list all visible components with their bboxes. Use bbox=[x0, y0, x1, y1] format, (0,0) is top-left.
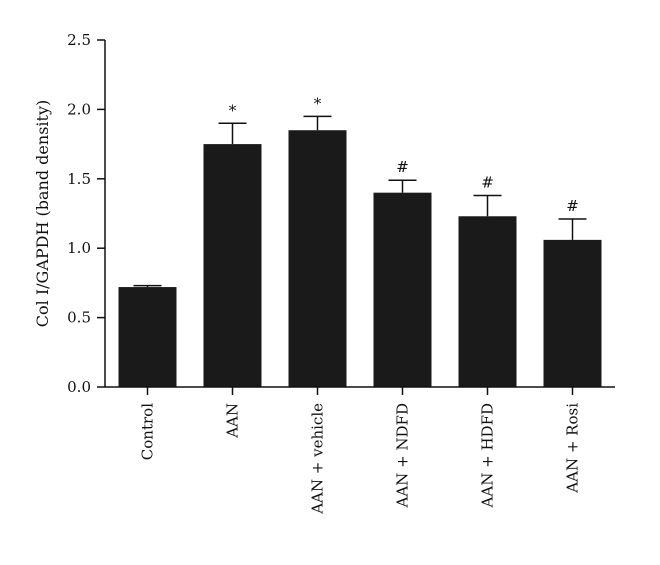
significance-mark: # bbox=[566, 197, 579, 215]
bar bbox=[288, 130, 347, 387]
y-axis-label: Col I/GAPDH (band density) bbox=[33, 100, 52, 327]
bar bbox=[203, 144, 262, 387]
significance-mark: # bbox=[396, 158, 409, 176]
significance-mark: # bbox=[481, 173, 494, 191]
y-tick-label: 0.0 bbox=[67, 378, 91, 396]
bar bbox=[118, 287, 177, 387]
x-tick-label: AAN + NDFD bbox=[394, 403, 412, 508]
bar bbox=[543, 239, 602, 387]
x-tick-label: Control bbox=[139, 403, 157, 460]
x-axis: Control AAN AAN + vehicle AAN + NDFD AAN + H… bbox=[105, 386, 615, 515]
y-tick-label: 1.0 bbox=[67, 239, 91, 257]
x-tick-label: AAN + Rosi bbox=[564, 403, 582, 494]
significance-marks: * * # # # bbox=[229, 94, 579, 215]
y-tick-label: 2.5 bbox=[67, 31, 91, 49]
bar bbox=[458, 216, 517, 387]
x-tick-label: AAN + HDFD bbox=[479, 403, 497, 508]
y-tick-label: 0.5 bbox=[67, 309, 91, 327]
significance-mark: * bbox=[229, 101, 237, 119]
x-tick-label: AAN bbox=[224, 403, 242, 439]
bars bbox=[118, 130, 602, 387]
x-tick-label: AAN + vehicle bbox=[309, 403, 327, 515]
y-tick-label: 2.0 bbox=[67, 100, 91, 118]
error-bars bbox=[133, 115, 587, 288]
y-axis: 0.0 0.5 1.0 1.5 2.0 2.5 bbox=[67, 31, 106, 396]
significance-mark: * bbox=[314, 94, 322, 112]
y-tick-label: 1.5 bbox=[67, 170, 91, 188]
bar bbox=[373, 192, 432, 387]
